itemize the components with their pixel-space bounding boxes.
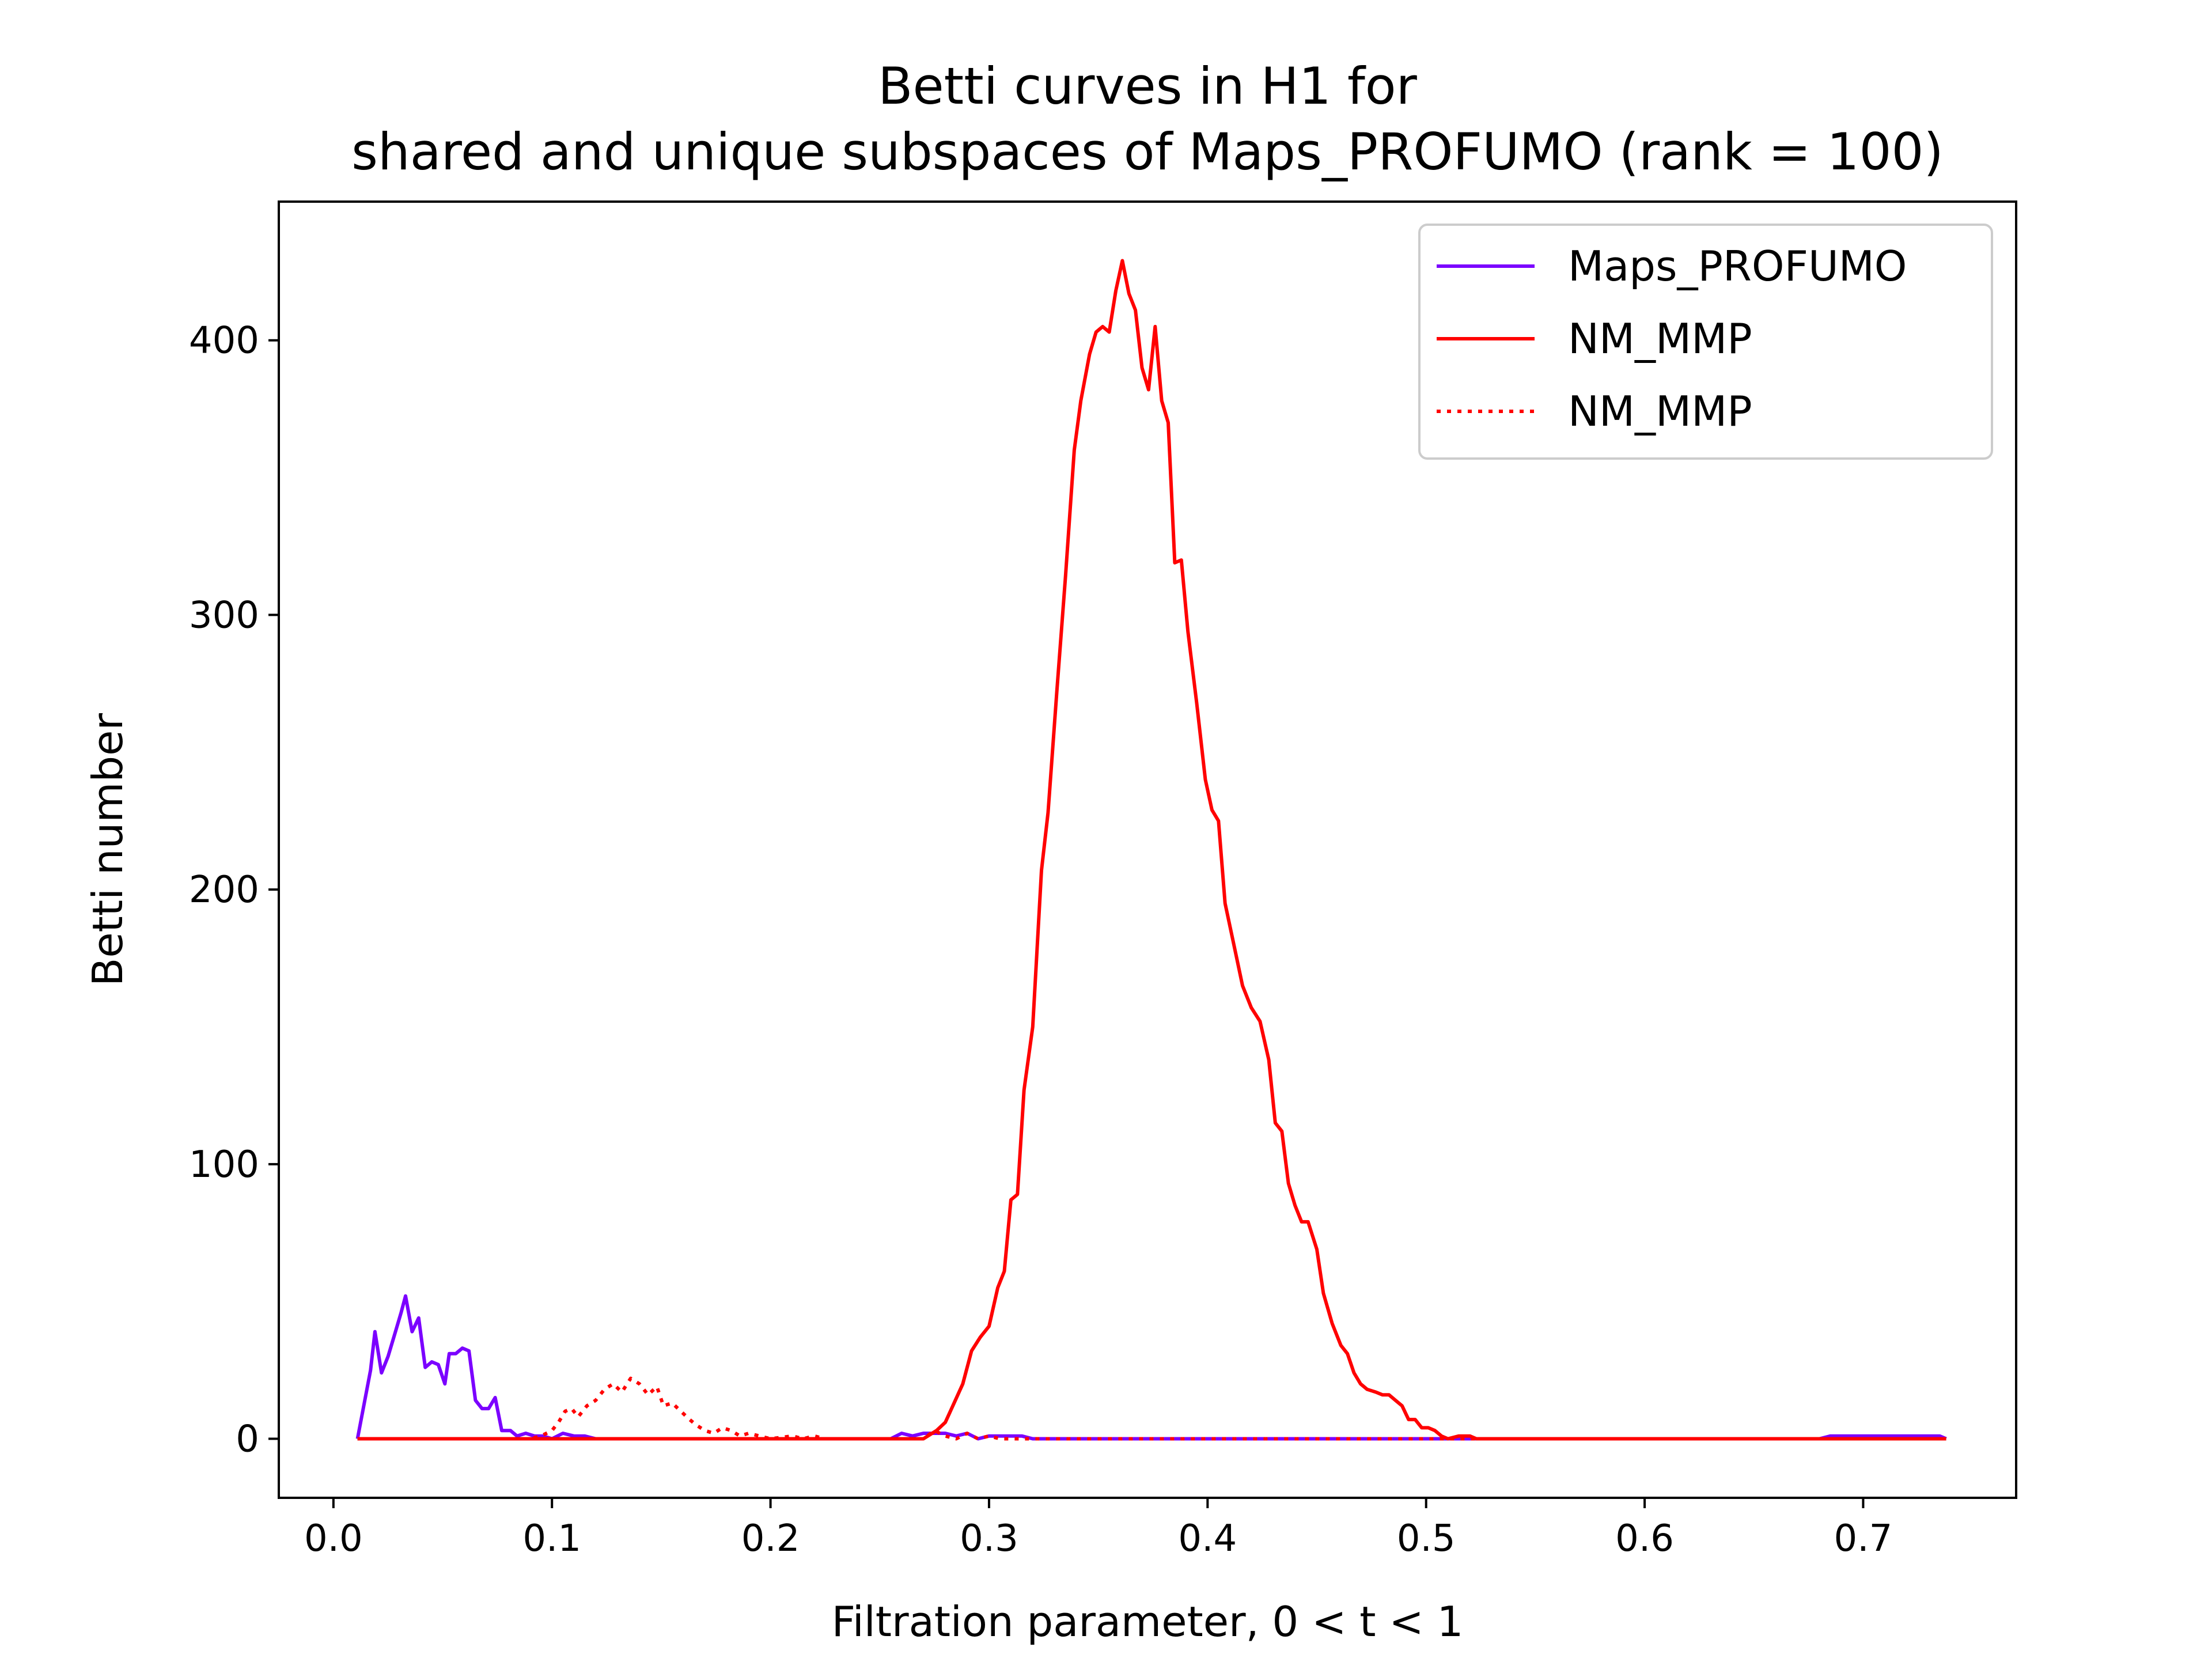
x-axis-label: Filtration parameter, 0 < t < 1: [832, 1597, 1464, 1646]
legend-box: [1418, 224, 1993, 460]
x-tick-label: 0.4: [1178, 1517, 1237, 1560]
y-axis-label: Betti number: [84, 713, 132, 986]
x-tick-label: 0.7: [1834, 1517, 1893, 1560]
chart-title-line-1: Betti curves in H1 for: [878, 56, 1417, 116]
axes-frame: [278, 200, 2017, 1499]
x-tick-label: 0.0: [304, 1517, 363, 1560]
plot-area: 0.0 0.1 0.2 0.3 0.4 0.5 0.6 0.7 0 100 200 300 400: [189, 200, 2017, 1560]
x-tick-label: 0.3: [960, 1517, 1018, 1560]
y-tick-label: 300: [189, 594, 259, 637]
x-tick-label: 0.5: [1397, 1517, 1456, 1560]
y-tick-label: 100: [189, 1144, 259, 1186]
legend-label-3: NM_MMP: [1568, 387, 1752, 436]
x-tick-label: 0.1: [522, 1517, 581, 1560]
y-tick-label: 0: [236, 1418, 259, 1461]
legend-label-2: NM_MMP: [1568, 315, 1752, 363]
ticks-layer: 0.0 0.1 0.2 0.3 0.4 0.5 0.6 0.7 0 100 200 300 400: [189, 320, 1892, 1560]
y-tick-label: 400: [189, 320, 259, 362]
legend: Maps_PROFUMO NM_MMP NM_MMP: [1418, 224, 1993, 460]
chart-title-line-2: shared and unique subspaces of Maps_PROF…: [351, 122, 1944, 181]
x-tick-label: 0.2: [741, 1517, 800, 1560]
x-tick-label: 0.6: [1615, 1517, 1674, 1560]
legend-entries: Maps_PROFUMO NM_MMP NM_MMP: [1437, 242, 1907, 436]
series-line-2: [357, 259, 1946, 1441]
series-layer: [355, 259, 1947, 1441]
y-tick-label: 200: [189, 869, 259, 911]
legend-label-1: Maps_PROFUMO: [1568, 242, 1907, 290]
series-line-3: [357, 1376, 1946, 1441]
